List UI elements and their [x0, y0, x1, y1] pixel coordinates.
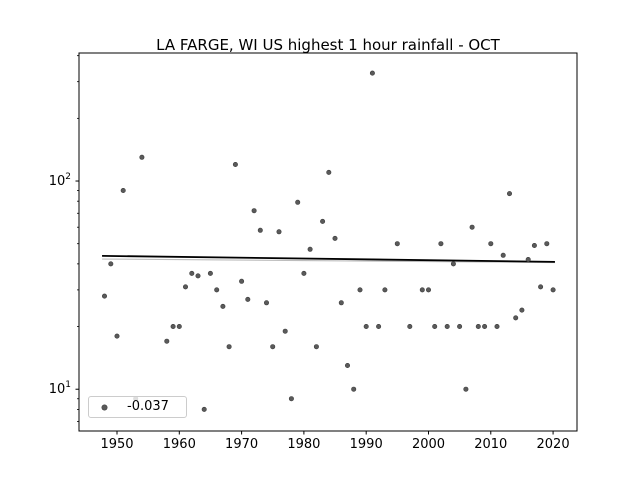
legend: -0.037	[88, 396, 187, 418]
data-point	[351, 386, 357, 392]
data-point	[394, 241, 400, 247]
data-point	[114, 333, 120, 339]
axes-frame	[78, 52, 578, 432]
data-point	[139, 154, 145, 160]
data-point	[102, 293, 108, 299]
data-point	[488, 241, 494, 247]
data-point	[438, 241, 444, 247]
data-point	[288, 396, 294, 402]
data-point	[463, 386, 469, 392]
data-point	[313, 344, 319, 350]
data-point	[207, 270, 213, 276]
data-point	[419, 287, 425, 293]
data-point	[239, 278, 245, 284]
x-tick-label: 1970	[225, 437, 258, 452]
data-point	[369, 70, 375, 76]
data-point	[301, 270, 307, 276]
data-point	[450, 261, 456, 267]
data-point	[382, 287, 388, 293]
data-point	[226, 344, 232, 350]
data-point	[538, 284, 544, 290]
data-point	[307, 246, 313, 252]
data-point	[282, 328, 288, 334]
data-point	[276, 229, 282, 235]
data-point	[494, 323, 500, 329]
data-point	[475, 323, 481, 329]
legend-label: -0.037	[127, 399, 169, 414]
data-point	[544, 241, 550, 247]
data-point	[338, 300, 344, 306]
data-point	[432, 323, 438, 329]
data-point	[232, 162, 238, 168]
data-point	[263, 300, 269, 306]
legend-marker-icon	[102, 404, 107, 410]
chart-title: LA FARGE, WI US highest 1 hour rainfall …	[156, 36, 500, 54]
x-tick-label: 2020	[537, 437, 570, 452]
data-point	[201, 406, 207, 412]
x-tick-label: 1990	[350, 437, 383, 452]
data-point	[469, 224, 475, 230]
data-point	[183, 284, 189, 290]
data-point	[176, 323, 182, 329]
data-point	[363, 323, 369, 329]
data-point	[189, 270, 195, 276]
x-tick-label: 2000	[412, 437, 445, 452]
x-tick-label: 1980	[287, 437, 320, 452]
data-point	[344, 362, 350, 368]
x-tick-label: 1950	[100, 437, 133, 452]
data-point	[108, 261, 114, 267]
data-point	[164, 338, 170, 344]
data-point	[120, 188, 126, 194]
data-point	[407, 323, 413, 329]
data-point	[326, 169, 332, 175]
data-point	[320, 218, 326, 224]
data-point	[295, 199, 301, 205]
data-point	[506, 191, 512, 197]
secondary-fit-line	[102, 258, 555, 264]
data-point	[376, 323, 382, 329]
data-point	[519, 307, 525, 313]
data-point	[531, 243, 537, 249]
data-point	[513, 315, 519, 321]
data-point	[425, 287, 431, 293]
data-point	[444, 323, 450, 329]
data-point	[457, 323, 463, 329]
data-point	[170, 323, 176, 329]
data-point	[500, 252, 506, 258]
data-point	[251, 208, 257, 214]
data-point	[257, 227, 263, 233]
y-tick-label: 101	[49, 380, 71, 397]
data-point	[220, 303, 226, 309]
data-point	[195, 273, 201, 279]
y-tick-label: 102	[49, 172, 71, 189]
data-point	[245, 296, 251, 302]
data-point	[270, 344, 276, 350]
trend-line	[102, 254, 555, 263]
x-tick-label: 1960	[163, 437, 196, 452]
data-point	[482, 323, 488, 329]
data-point	[525, 256, 531, 262]
data-point	[332, 235, 338, 241]
data-point	[357, 287, 363, 293]
x-tick-label: 2010	[474, 437, 507, 452]
data-point	[214, 287, 220, 293]
data-point	[550, 287, 556, 293]
